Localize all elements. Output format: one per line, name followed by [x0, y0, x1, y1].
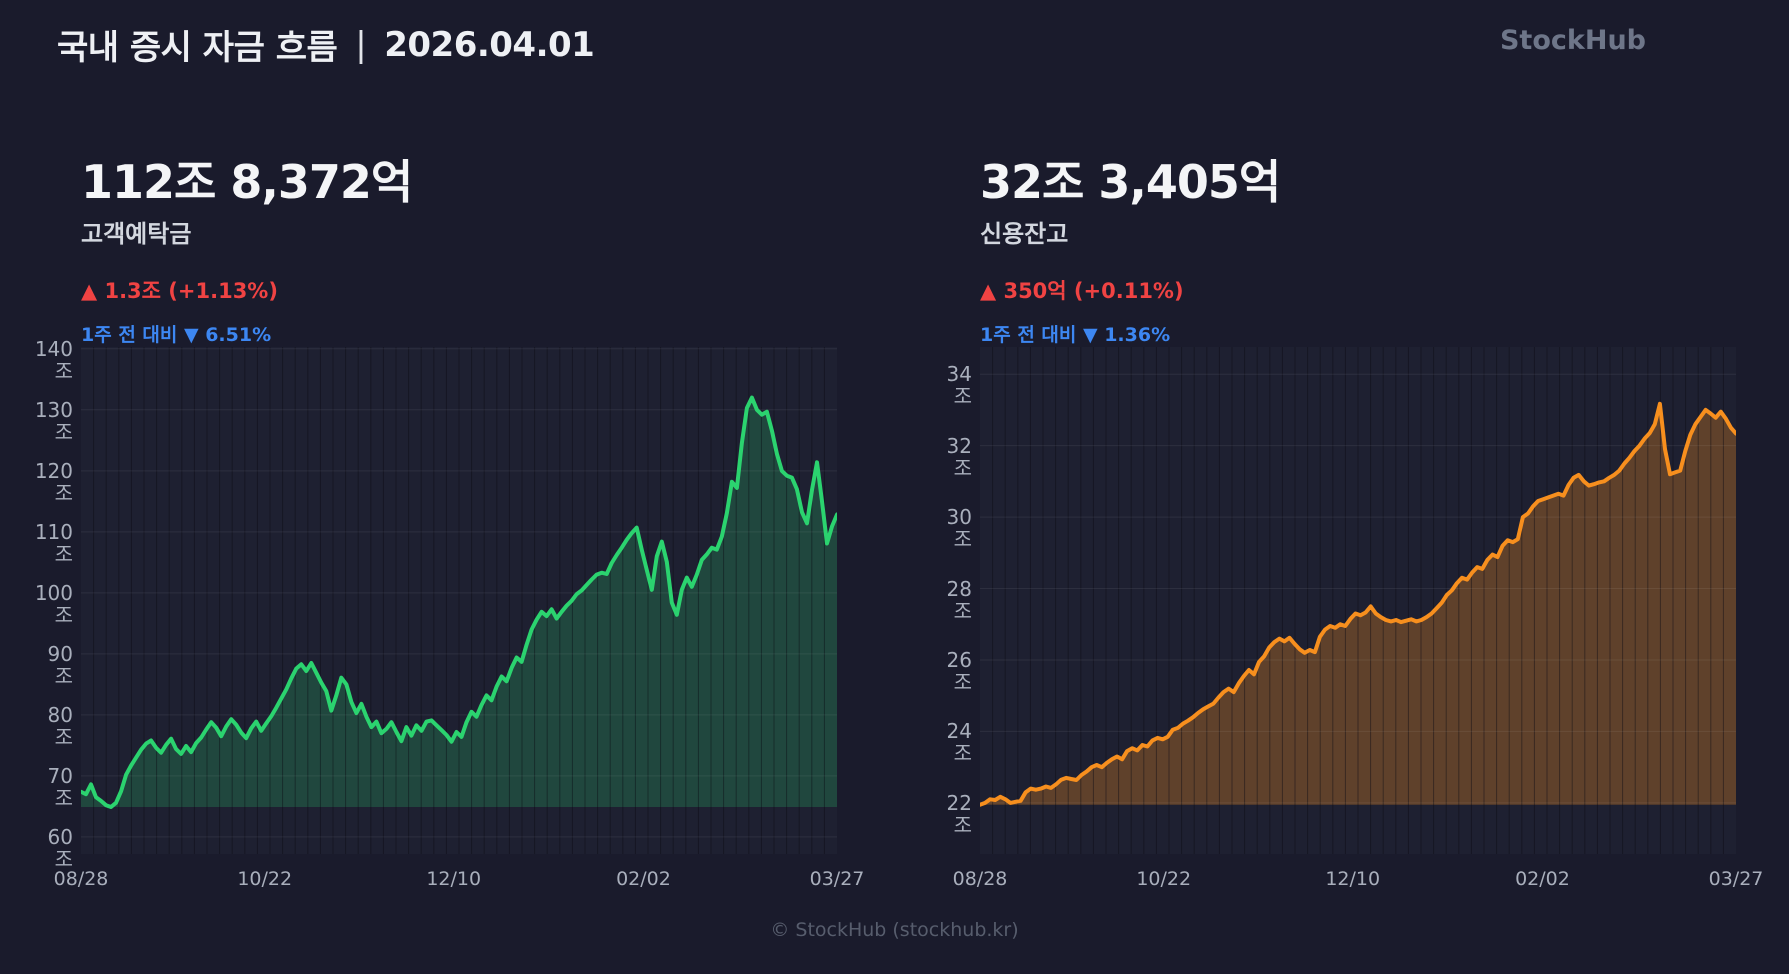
credit-label: 신용잔고	[980, 220, 1069, 248]
deposit-label: 고객예탁금	[81, 220, 192, 248]
x-axis-tick: 12/10	[426, 868, 482, 890]
y-axis-tick: 32조	[946, 433, 972, 480]
page-title: 국내 증시 자금 흐름 | 2026.04.01	[57, 20, 595, 69]
x-axis-tick: 10/22	[1136, 868, 1192, 890]
credit-panel: 32조 3,405억 신용잔고 ▲ 350억 (+0.11%) 1주 전 대비 …	[932, 155, 1764, 899]
x-axis-tick: 02/02	[1515, 868, 1570, 890]
footer-copyright: © StockHub (stockhub.kr)	[770, 919, 1019, 941]
y-axis-tick: 100조	[34, 580, 73, 627]
credit-chart-block: 34조 32조 30조 28조 26조 24조 22조 08/28 10/22 12/10 02/0…	[932, 347, 1763, 899]
page-title-date: 2026.04.01	[384, 24, 595, 65]
deposit-value: 112조 8,372억	[81, 155, 413, 209]
credit-day-change-badge: ▲ 350억 (+0.11%)	[980, 279, 1184, 303]
y-axis-tick: 140조	[34, 336, 73, 383]
y-axis-tick: 60조	[47, 824, 73, 871]
credit-area-chart	[980, 347, 1736, 854]
y-axis-tick: 24조	[946, 719, 972, 766]
credit-stats: 32조 3,405억 신용잔고 ▲ 350억 (+0.11%) 1주 전 대비 …	[980, 155, 1736, 347]
title-divider: |	[355, 24, 367, 65]
y-axis-tick: 80조	[47, 702, 73, 749]
y-axis-tick: 22조	[946, 790, 972, 837]
y-axis-tick: 120조	[34, 458, 73, 505]
y-axis-tick: 26조	[946, 647, 972, 694]
deposit-area-chart	[81, 347, 837, 854]
y-axis-tick: 130조	[34, 397, 73, 444]
x-axis-tick: 03/27	[809, 868, 865, 890]
x-axis-tick: 02/02	[616, 868, 671, 890]
deposit-stats: 112조 8,372억 고객예탁금 ▲ 1.3조 (+1.13%) 1주 전 대…	[81, 155, 837, 347]
x-axis-tick: 03/27	[1708, 868, 1764, 890]
x-axis-tick: 12/10	[1325, 868, 1381, 890]
y-axis-tick: 110조	[34, 519, 73, 566]
y-axis-tick: 34조	[946, 362, 972, 409]
y-axis-tick: 30조	[946, 505, 972, 552]
y-axis-tick: 70조	[47, 763, 73, 810]
deposit-panel: 112조 8,372억 고객예탁금 ▲ 1.3조 (+1.13%) 1주 전 대…	[33, 155, 865, 899]
page-title-text: 국내 증시 자금 흐름	[57, 28, 338, 68]
x-axis-tick: 08/28	[952, 868, 1008, 890]
credit-week-change-badge: 1주 전 대비 ▼ 1.36%	[980, 324, 1171, 346]
brand-logo: StockHub	[1499, 25, 1646, 56]
y-axis-tick: 90조	[47, 641, 73, 688]
charts-row: 112조 8,372억 고객예탁금 ▲ 1.3조 (+1.13%) 1주 전 대…	[33, 155, 1764, 899]
x-axis-tick: 08/28	[53, 868, 109, 890]
x-axis-tick: 10/22	[237, 868, 293, 890]
deposit-week-change-badge: 1주 전 대비 ▼ 6.51%	[81, 324, 272, 346]
deposit-chart-block: 140조 130조 120조 110조 100조 90조 80조 70조 60조 08/28 10/…	[33, 338, 865, 899]
deposit-day-change-badge: ▲ 1.3조 (+1.13%)	[81, 279, 278, 303]
credit-value: 32조 3,405억	[980, 155, 1281, 209]
y-axis-tick: 28조	[946, 576, 972, 623]
